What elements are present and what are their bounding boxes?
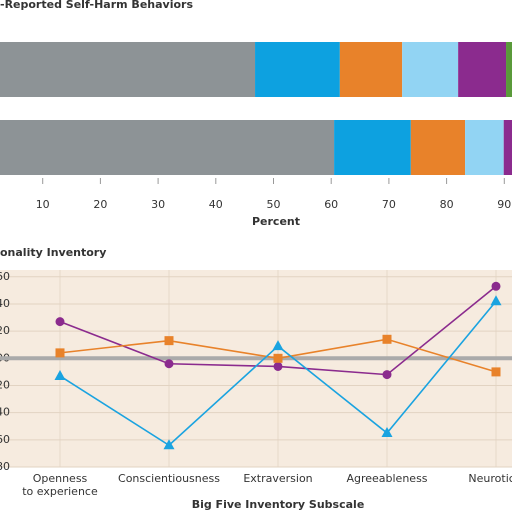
bar-segment <box>402 42 459 97</box>
x-axis-label: Big Five Inventory Subscale <box>192 498 365 511</box>
x-tick-label: Agreeableness <box>346 472 427 485</box>
marker <box>490 295 502 306</box>
chart-title: -Reported Self-Harm Behaviors <box>0 0 193 11</box>
y-tick-label: 40 <box>0 297 10 310</box>
bar-segment <box>503 120 512 175</box>
x-tick-label: 50 <box>267 198 281 211</box>
x-tick-label: 10 <box>36 198 50 211</box>
marker <box>54 369 66 380</box>
x-axis-label: Percent <box>252 215 300 228</box>
bar-segment <box>458 42 507 97</box>
bar-segment <box>0 120 335 175</box>
x-tick-label: Neuroticis <box>468 472 512 485</box>
marker <box>163 439 175 450</box>
marker <box>55 317 65 327</box>
x-tick-label: 40 <box>209 198 223 211</box>
bar-segment <box>506 42 512 97</box>
marker <box>491 367 501 377</box>
plot-background <box>0 270 512 467</box>
marker <box>382 370 392 380</box>
x-tick-label: 30 <box>151 198 165 211</box>
bar-segment <box>0 42 256 97</box>
bar-segment <box>339 42 403 97</box>
marker <box>381 427 393 438</box>
y-tick-label: 60 <box>0 433 10 446</box>
marker <box>164 359 174 369</box>
marker <box>273 361 283 371</box>
x-tick-label: 60 <box>324 198 338 211</box>
marker <box>382 334 392 344</box>
x-tick-label: 90 <box>497 198 511 211</box>
y-tick-label: 20 <box>0 324 10 337</box>
bar-segment <box>410 120 466 175</box>
x-tick-label: Openness to experience <box>22 472 98 498</box>
marker <box>55 348 65 358</box>
x-tick-label: 80 <box>440 198 454 211</box>
bar-segment <box>334 120 411 175</box>
x-tick-label: 70 <box>382 198 396 211</box>
x-tick-label: 20 <box>93 198 107 211</box>
marker <box>273 353 283 363</box>
chart-title: onality Inventory <box>0 246 106 259</box>
marker <box>491 281 501 291</box>
bar-segment <box>255 42 340 97</box>
x-tick-label: Extraversion <box>243 472 312 485</box>
y-tick-label: 40 <box>0 406 10 419</box>
marker <box>164 336 174 346</box>
bar-segment <box>465 120 504 175</box>
y-tick-label: 20 <box>0 378 10 391</box>
x-tick-label: Conscientiousness <box>118 472 220 485</box>
y-tick-label: 60 <box>0 270 10 283</box>
marker <box>272 340 284 351</box>
y-tick-label: 80 <box>0 460 10 473</box>
